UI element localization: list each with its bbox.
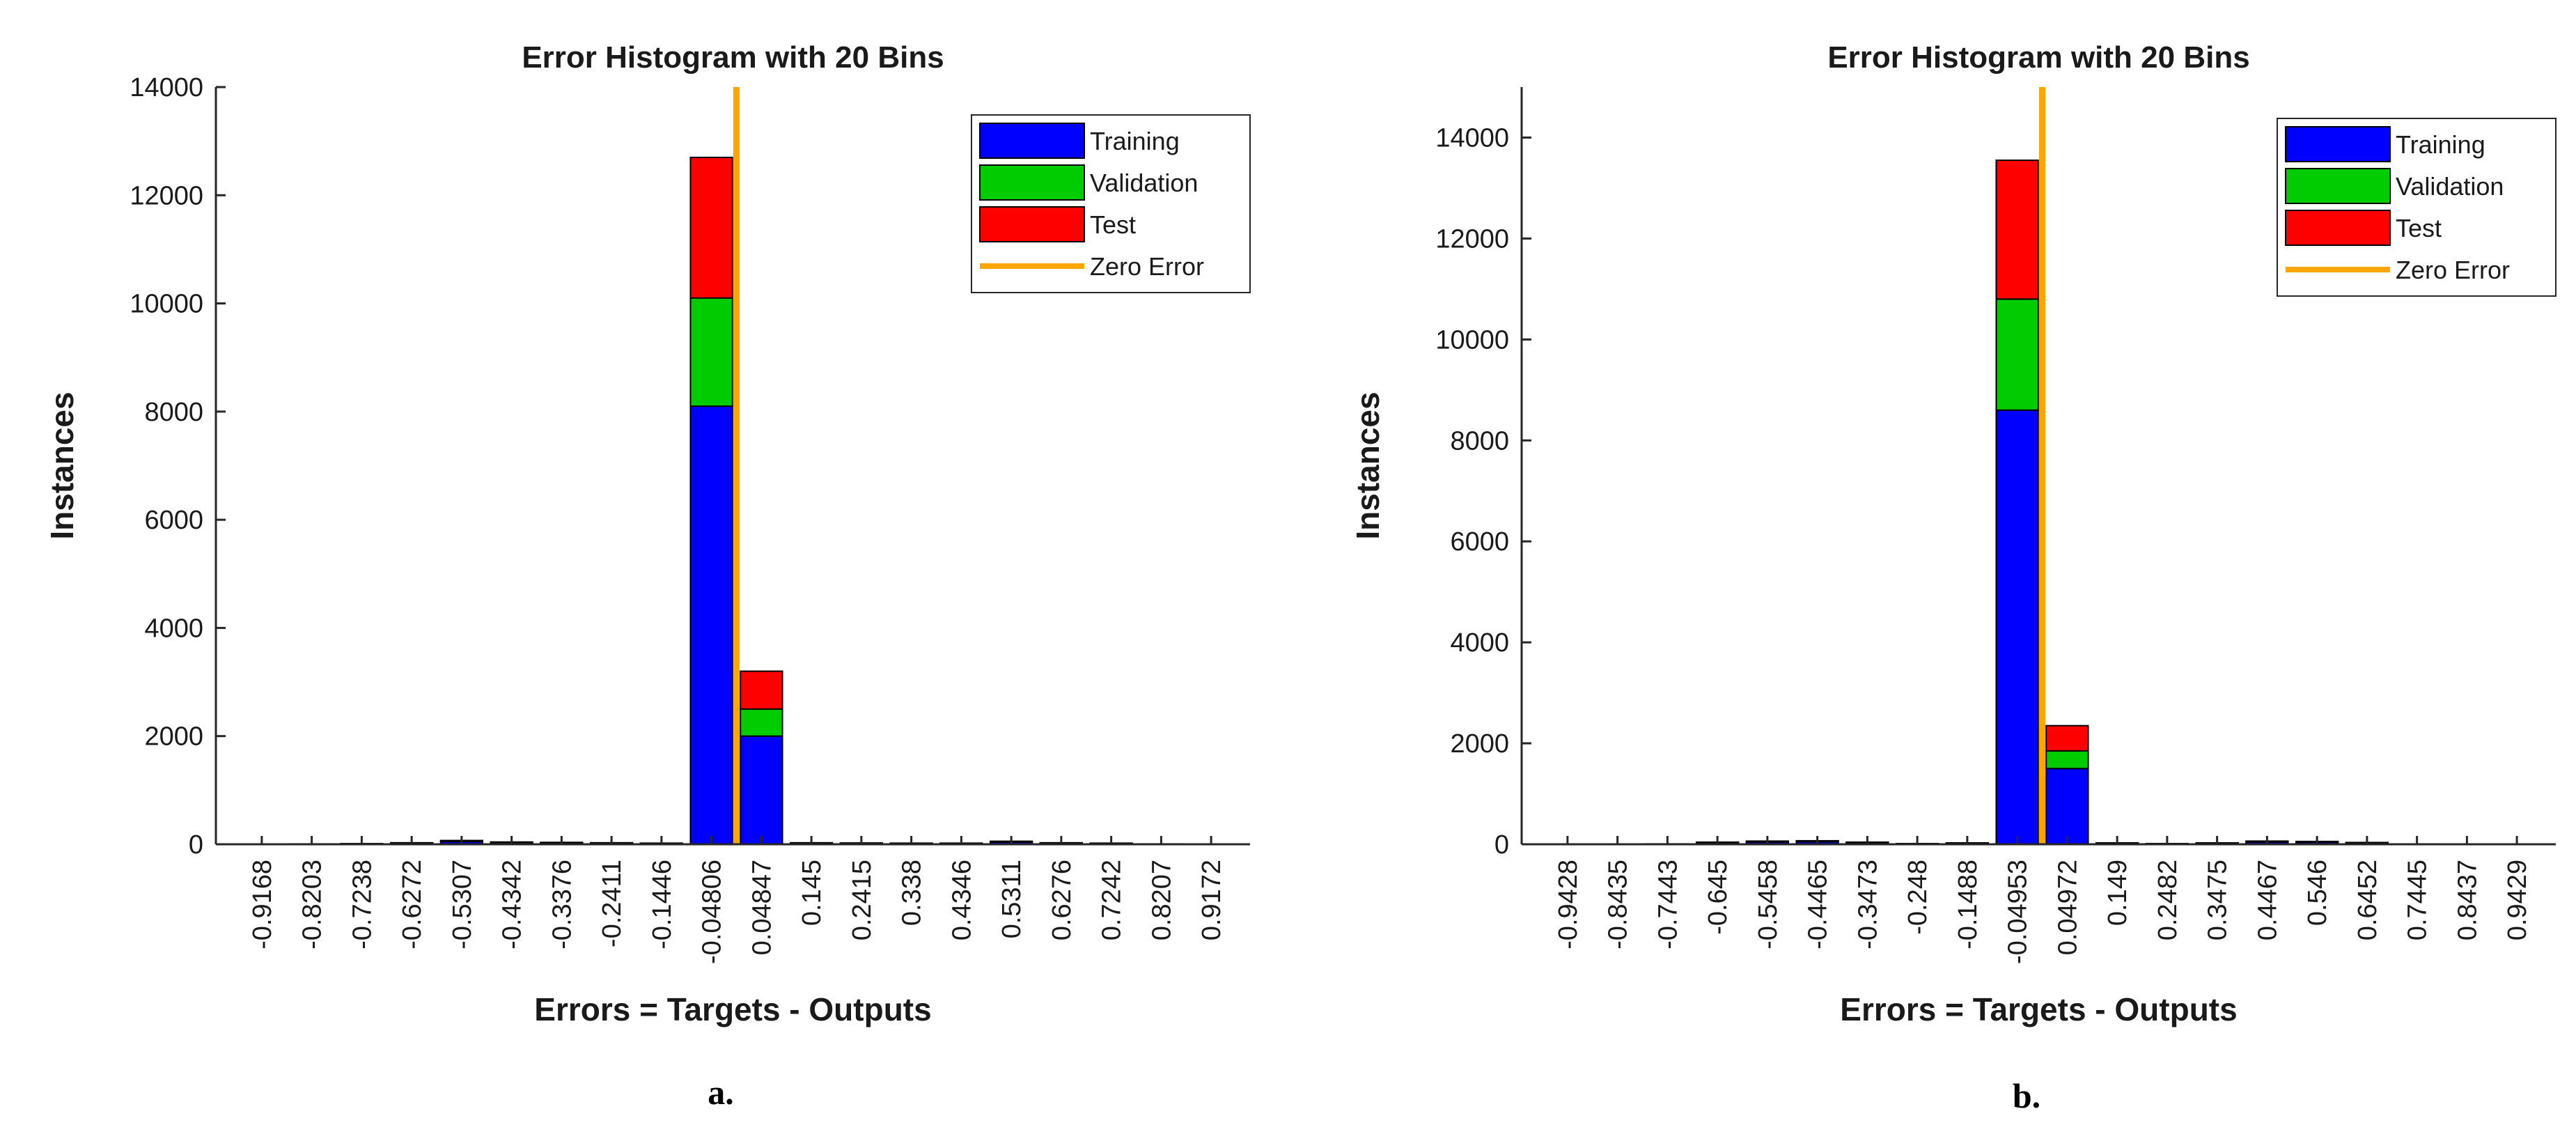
x-tick-label-17: 0.7445 [2403,860,2433,940]
x-tick-label-5: -0.4342 [498,860,527,949]
x-tick-label-3: -0.6272 [398,860,427,949]
x-tick-label-2: -0.7443 [1653,860,1683,949]
y-tick-label-0: 0 [1494,830,1509,860]
bar-test-9 [689,156,733,299]
legend-swatch-validation [2285,168,2391,204]
bar-validation-10 [740,708,783,737]
y-tick-label-1: 2000 [144,722,203,752]
y-axis-label: Instances [44,391,80,539]
legend-label-test: Test [2396,214,2442,242]
y-tick-label-5: 10000 [130,290,203,319]
x-tick-label-0: -0.9428 [1554,860,1583,949]
legend-label-training: Training [1090,127,1180,155]
legend-label-training: Training [2396,130,2485,159]
x-tick-label-13: 0.338 [898,860,927,926]
chart-panel-b: Error Histogram with 20 Bins 0 2000 4000 600… [1350,40,2557,1115]
y-tick-label-0: 0 [189,830,203,860]
x-tick-label-9: -0.04953 [2004,860,2033,964]
x-tick-label-8: -0.1488 [1953,860,1983,949]
chart-panel-a: Error Histogram with 20 Bins 0 2000 4000 600… [44,40,1251,1112]
x-tick-label-15: 0.546 [2303,860,2332,926]
x-tick-label-16: 0.6452 [2353,860,2382,940]
x-tick-label-6: -0.3376 [547,860,577,949]
legend: Training Validation Test Zero Error [971,114,1251,293]
x-tick-label-1: -0.8435 [1604,860,1633,949]
x-tick-label-11: 0.145 [797,860,827,926]
bar-validation-9 [689,297,733,408]
bar-training-10 [2045,768,2089,846]
x-tick-label-17: 0.7242 [1098,860,1127,940]
y-tick-label-1: 2000 [1450,729,1509,759]
y-tick-label-2: 4000 [1450,628,1509,658]
x-tick-label-16: 0.6276 [1047,860,1077,940]
bar-test-9 [1995,160,2039,300]
x-tick-label-18: 0.8437 [2453,860,2482,940]
x-tick-label-9: -0.04806 [698,860,727,964]
chart-title: Error Histogram with 20 Bins [522,40,944,75]
legend-swatch-training [2285,126,2391,162]
x-tick-label-4: -0.5458 [1754,860,1783,949]
legend-label-validation: Validation [1090,169,1198,197]
x-tick-label-3: -0.645 [1703,860,1733,935]
x-tick-label-0: -0.9168 [248,860,277,949]
x-tick-label-7: -0.2411 [598,860,627,947]
bar-training-9 [1995,409,2039,845]
x-tick-label-10: 0.04972 [2053,860,2082,955]
legend-label-validation: Validation [2396,172,2504,201]
y-tick-label-2: 4000 [144,614,203,643]
y-tick-label-6: 12000 [130,181,203,210]
x-tick-label-11: 0.149 [2103,860,2132,926]
legend-swatch-test [2285,210,2391,246]
y-axis-label: Instances [1350,391,1386,539]
x-tick-label-19: 0.9172 [1197,860,1226,940]
y-tick-label-3: 6000 [1450,527,1509,557]
y-tick-label-4: 8000 [144,398,203,427]
x-tick-label-18: 0.8207 [1147,860,1176,940]
legend-swatch-test [979,206,1085,242]
x-tick-label-6: -0.3473 [1853,860,1882,949]
panel-caption: b. [2013,1076,2040,1115]
bar-test-10 [2045,724,2089,752]
x-axis-label: Errors = Targets - Outputs [1840,991,2237,1027]
legend-label-test: Test [1090,210,1136,239]
chart-title: Error Histogram with 20 Bins [1827,40,2249,75]
legend-swatch-training [979,123,1085,159]
bar-training-10 [740,735,783,845]
legend-label-zero-error: Zero Error [1090,252,1204,281]
bar-validation-10 [2045,750,2089,770]
y-tick-label-6: 12000 [1435,224,1509,254]
x-tick-label-14: 0.4467 [2253,860,2282,940]
x-tick-label-15: 0.5311 [997,860,1027,938]
x-tick-label-12: 0.2415 [848,860,877,940]
x-tick-label-10: 0.04847 [747,860,776,955]
y-tick-label-4: 8000 [1450,426,1509,456]
x-tick-label-8: -0.1446 [648,860,677,949]
x-tick-label-7: -0.248 [1903,860,1933,935]
y-tick-label-3: 6000 [144,506,203,535]
legend-label-zero-error: Zero Error [2396,256,2510,284]
x-tick-label-12: 0.2482 [2153,860,2183,940]
x-tick-label-2: -0.7238 [348,860,377,949]
x-tick-label-14: 0.4346 [947,860,976,940]
bar-validation-9 [1995,298,2039,411]
y-tick-label-7: 14000 [130,73,203,102]
x-tick-label-4: -0.5307 [448,860,477,949]
x-tick-label-1: -0.8203 [298,860,327,949]
x-tick-label-5: -0.4465 [1804,860,1833,949]
bar-test-10 [740,670,783,710]
x-axis-label: Errors = Targets - Outputs [534,991,931,1027]
panel-caption: a. [708,1073,734,1112]
legend: Training Validation Test Zero Error [2277,118,2557,297]
y-tick-label-7: 14000 [1435,123,1509,153]
x-tick-label-19: 0.9429 [2503,860,2532,940]
y-tick-label-5: 10000 [1435,325,1509,355]
legend-swatch-validation [979,164,1085,201]
bar-training-9 [689,405,733,845]
x-tick-label-13: 0.3475 [2203,860,2233,940]
